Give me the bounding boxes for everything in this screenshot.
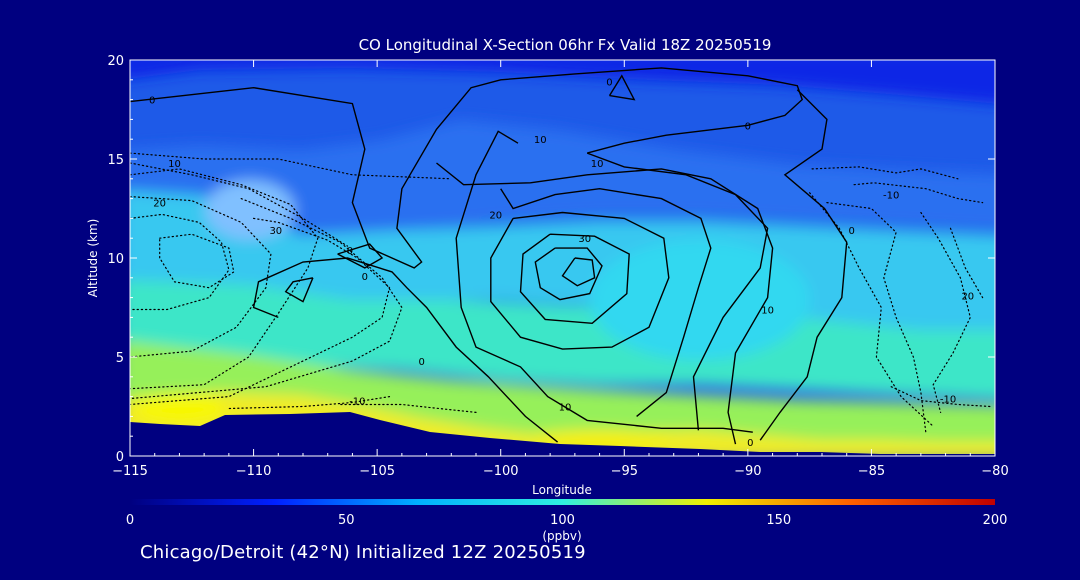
contour-label: -10 [349, 397, 365, 408]
colorbar-tick-label: 50 [338, 513, 355, 528]
colorbar-tick-label: 150 [766, 513, 791, 528]
x-tick-label: −110 [236, 464, 272, 479]
contour-lines [130, 67, 991, 445]
y-tick-label: 5 [116, 351, 124, 366]
field-region-upper [130, 60, 995, 104]
contour-label: 10 [534, 135, 547, 146]
contour-line-positive [436, 162, 774, 445]
contour-line-negative [809, 192, 934, 427]
field-anomaly-surface-max [135, 394, 225, 422]
x-tick-label: −90 [734, 464, 761, 479]
colorbar-tick-label: 200 [983, 513, 1008, 528]
x-tick-label: −85 [858, 464, 885, 479]
contour-line-positive [561, 257, 596, 287]
contour-line-positive [500, 187, 712, 417]
y-tick-label: 15 [107, 153, 124, 168]
x-tick-label: −100 [483, 464, 519, 479]
contour-line-negative [920, 211, 971, 413]
contour-line-negative [130, 152, 452, 180]
terrain-mask [130, 412, 995, 456]
y-tick-label: 20 [107, 54, 124, 69]
co-concentration-field [130, 60, 995, 456]
contour-label: 10 [559, 402, 572, 413]
field-region-lower [130, 280, 995, 400]
contour-line-negative [130, 168, 319, 390]
contour-line-negative [811, 166, 959, 180]
contour-line-negative [130, 217, 391, 406]
location-init-footer: Chicago/Detroit (42°N) Initialized 12Z 2… [140, 542, 586, 563]
contour-line-negative [826, 202, 927, 433]
contour-line-positive [490, 211, 670, 350]
contour-label: 10 [591, 159, 604, 170]
contour-label: 10 [761, 305, 774, 316]
contour-label: 0 [418, 357, 424, 368]
contour-label: -10 [940, 395, 956, 406]
x-tick-label: −105 [359, 464, 395, 479]
contour-label: 30 [269, 226, 282, 237]
contour-label: 0 [149, 96, 155, 107]
colorbar-tick-label: 0 [126, 513, 134, 528]
contour-label: 20 [153, 199, 166, 210]
colorbar-unit-label: (ppbv) [542, 529, 581, 543]
colorbar-tick-label: 100 [550, 513, 575, 528]
contour-line-positive [252, 257, 559, 443]
contour-label: 0 [347, 246, 353, 257]
contour-label: 20 [961, 292, 974, 303]
contour-line-positive [608, 74, 636, 101]
contour-line-positive [455, 130, 753, 433]
y-axis-label: Altitude (km) [86, 219, 100, 298]
contour-line-positive [519, 233, 630, 325]
field-anomaly-cyan [590, 240, 810, 360]
contour-line-positive [759, 89, 848, 441]
contour-line-negative [890, 386, 991, 408]
contour-label: 0 [362, 272, 368, 283]
colorbar-ticks: 0 50 100 150 200 [126, 513, 1008, 528]
contour-line-positive [337, 243, 384, 269]
contour-label: 30 [578, 234, 591, 245]
x-tick-label: −95 [611, 464, 638, 479]
contour-line-negative [159, 233, 235, 289]
plot-area: 0 0 0 10 10 10 20 20 30 30 -10 0 0 10 0 -10 10 0 20 -10 0 [130, 60, 995, 456]
contour-label: 0 [606, 78, 612, 89]
contour-label: 0 [745, 121, 751, 132]
colorbar [130, 499, 995, 505]
field-region-tropopause [130, 120, 995, 235]
contour-labels: 0 0 0 10 10 10 20 20 30 30 -10 0 0 10 0 -10 10 0 20 -10 0 [149, 78, 974, 449]
contour-label: 0 [747, 438, 753, 449]
contour-label: 20 [489, 210, 502, 221]
field-anomaly-surface-mid [530, 430, 670, 446]
contour-line-negative [130, 198, 403, 400]
contour-label: 10 [168, 159, 181, 170]
y-tick-label: 0 [116, 450, 124, 465]
x-axis-label: Longitude [532, 483, 592, 497]
contour-line-negative [339, 403, 477, 413]
contour-line-negative [130, 213, 230, 311]
contour-line-negative [130, 162, 349, 247]
contour-line-negative [949, 227, 984, 299]
contour-line-negative [853, 182, 984, 204]
y-tick-label: 10 [107, 252, 124, 267]
chart-title: CO Longitudinal X-Section 06hr Fx Valid … [359, 36, 772, 54]
field-anomaly-left [205, 180, 295, 240]
contour-line-positive [130, 67, 804, 269]
x-axis: −115 −110 −105 −100 −95 −90 −85 −80 [112, 60, 1009, 479]
contour-label: 0 [848, 226, 854, 237]
contour-line-positive [534, 247, 603, 301]
x-tick-label: −115 [112, 464, 148, 479]
contour-line-negative [130, 196, 272, 358]
contour-label: -10 [883, 191, 899, 202]
y-axis: 0 5 10 15 20 [107, 54, 995, 465]
x-tick-label: −80 [981, 464, 1008, 479]
